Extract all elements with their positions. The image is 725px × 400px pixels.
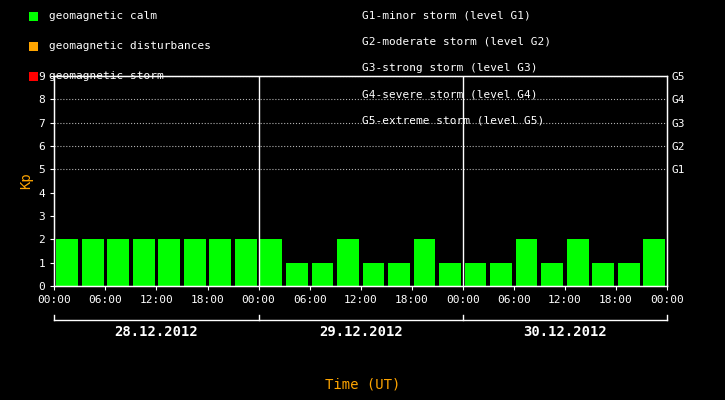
Text: G3-strong storm (level G3): G3-strong storm (level G3) (362, 63, 538, 73)
Bar (515, 239, 537, 286)
Text: geomagnetic disturbances: geomagnetic disturbances (49, 41, 211, 51)
Text: G4-severe storm (level G4): G4-severe storm (level G4) (362, 89, 538, 99)
Bar (490, 263, 512, 286)
Bar (82, 239, 104, 286)
Bar (439, 263, 461, 286)
Y-axis label: Kp: Kp (19, 173, 33, 189)
Bar (337, 239, 359, 286)
Bar (312, 263, 334, 286)
Bar (362, 263, 384, 286)
Bar (414, 239, 435, 286)
Bar (567, 239, 589, 286)
Bar (210, 239, 231, 286)
Text: G2-moderate storm (level G2): G2-moderate storm (level G2) (362, 36, 552, 46)
Text: geomagnetic storm: geomagnetic storm (49, 72, 163, 82)
Bar (184, 239, 206, 286)
Bar (260, 239, 282, 286)
Bar (158, 239, 180, 286)
Bar (107, 239, 129, 286)
Bar (133, 239, 154, 286)
Bar (592, 263, 614, 286)
Text: Time (UT): Time (UT) (325, 378, 400, 392)
Bar (465, 263, 486, 286)
Bar (235, 239, 257, 286)
Bar (388, 263, 410, 286)
Text: G5-extreme storm (level G5): G5-extreme storm (level G5) (362, 116, 544, 126)
Bar (542, 263, 563, 286)
Text: 29.12.2012: 29.12.2012 (319, 325, 402, 339)
Text: geomagnetic calm: geomagnetic calm (49, 12, 157, 22)
Bar (57, 239, 78, 286)
Bar (643, 239, 665, 286)
Text: 30.12.2012: 30.12.2012 (523, 325, 607, 339)
Bar (286, 263, 307, 286)
Bar (618, 263, 639, 286)
Text: G1-minor storm (level G1): G1-minor storm (level G1) (362, 10, 531, 20)
Text: 28.12.2012: 28.12.2012 (115, 325, 199, 339)
